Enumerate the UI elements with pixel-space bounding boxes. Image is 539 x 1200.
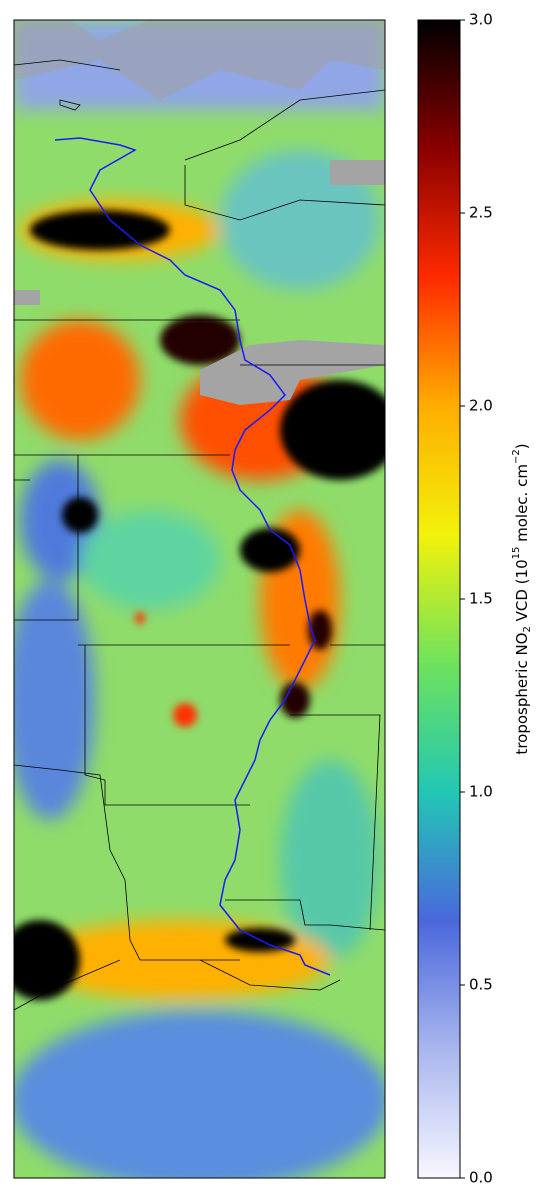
tick-label: 2.5 [469,204,493,222]
label-sub: 2 [522,626,533,632]
label-sup: 15 [511,547,522,560]
colorbar: 0.0 0.5 1.0 1.5 2.0 2.5 3.0 [417,11,493,1187]
colorbar-label: tropospheric NO2 VCD (1015 molec. cm−2) [511,443,533,754]
map [14,20,385,1178]
label-text: ) [513,443,531,449]
label-text: molec. cm [513,464,531,547]
tick-label: 0.0 [469,1169,493,1187]
tick-label: 2.0 [469,397,493,415]
label-text: tropospheric NO [513,633,531,755]
label-sup: −2 [511,449,522,464]
map-frame [13,19,386,1179]
tick-label: 1.0 [469,783,493,801]
tick-label: 0.5 [469,976,493,994]
colorbar-gradient [417,19,461,1179]
label-text: VCD (10 [513,559,531,626]
tick-label: 3.0 [469,11,493,29]
tick-label: 1.5 [469,590,493,608]
